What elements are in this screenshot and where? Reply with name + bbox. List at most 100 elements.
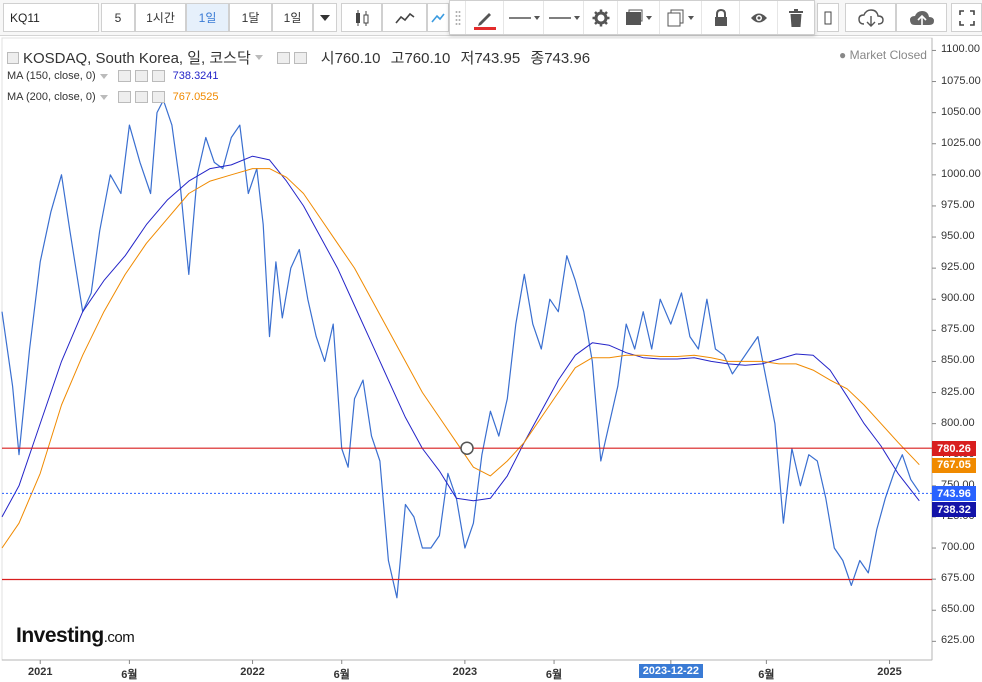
symbol-input[interactable]: KQ11 bbox=[3, 3, 99, 32]
line-style-icon bbox=[508, 15, 540, 20]
y-tick-label: 850.00 bbox=[941, 354, 975, 367]
interval-1m-button[interactable]: 1달 bbox=[229, 3, 272, 32]
series-layer bbox=[1, 99, 920, 599]
x-tick-label: 2023-12-22 bbox=[638, 664, 703, 678]
market-status: ● Market Closed bbox=[839, 48, 927, 62]
area-chart-icon bbox=[394, 12, 414, 24]
line-chart-button[interactable] bbox=[382, 3, 427, 32]
line-color-button[interactable] bbox=[466, 1, 504, 34]
y-tick-label: 925.00 bbox=[941, 261, 975, 274]
chevron-down-icon[interactable] bbox=[99, 73, 108, 79]
fullscreen-button[interactable] bbox=[951, 3, 982, 32]
x-tick-label: 2022 bbox=[240, 666, 265, 678]
close-value: 743.96 bbox=[544, 50, 591, 67]
fullscreen-icon bbox=[958, 9, 975, 26]
eye-toggle-icon[interactable] bbox=[117, 70, 131, 82]
line-width-icon bbox=[548, 15, 580, 20]
y-axis-ticks bbox=[932, 49, 936, 642]
settings-small-icon[interactable] bbox=[134, 91, 148, 103]
y-tick-label: 950.00 bbox=[941, 230, 975, 243]
bracket-icon bbox=[824, 11, 832, 24]
cloud-download-icon bbox=[857, 8, 884, 27]
price-tag: 738.32 bbox=[932, 502, 976, 518]
fill-button[interactable] bbox=[618, 1, 660, 34]
close-icon[interactable] bbox=[151, 91, 165, 103]
cloud-save-button[interactable] bbox=[896, 3, 947, 32]
collapse-icon[interactable] bbox=[7, 51, 19, 64]
open-key: 시 bbox=[320, 50, 335, 67]
investing-logo: Investing.com bbox=[16, 624, 135, 648]
settings-small-icon[interactable] bbox=[293, 51, 307, 64]
clone-button[interactable] bbox=[660, 1, 702, 34]
main-legend: KOSDAQ, South Korea, 일, 코스닥 시760.10 고760… bbox=[7, 47, 590, 68]
logo-suffix: .com bbox=[103, 629, 135, 646]
x-tick-label: 6월 bbox=[545, 669, 563, 681]
market-status-text: Market Closed bbox=[849, 48, 927, 62]
gear-icon bbox=[592, 9, 609, 26]
chevron-down-icon[interactable] bbox=[99, 94, 108, 100]
ma200-legend: MA (200, close, 0) 767.0525 bbox=[7, 91, 219, 103]
interval-custom-button[interactable]: 1일 bbox=[272, 3, 313, 32]
low-key: 저 bbox=[460, 50, 475, 67]
hidden-menu-button[interactable] bbox=[817, 3, 839, 32]
line-drag-handle[interactable] bbox=[460, 441, 474, 455]
y-tick-label: 650.00 bbox=[941, 603, 975, 616]
x-tick-label: 6월 bbox=[333, 669, 350, 681]
price-tag: 743.96 bbox=[932, 486, 976, 502]
drawing-properties-toolbar bbox=[449, 0, 815, 35]
ma200-value: 767.0525 bbox=[172, 91, 219, 103]
instrument-title: KOSDAQ, South Korea, 일, 코스닥 bbox=[23, 50, 251, 67]
eye-toggle-icon[interactable] bbox=[276, 51, 290, 64]
pencil-icon bbox=[473, 12, 496, 30]
interval-1d-button[interactable]: 1일 bbox=[186, 3, 229, 32]
settings-small-icon[interactable] bbox=[134, 70, 148, 82]
cloud-upload-icon bbox=[909, 10, 934, 25]
x-tick-label: 2023 bbox=[452, 666, 478, 678]
ohlc-values: 시760.10 고760.10 저743.95 종743.96 bbox=[321, 47, 590, 68]
y-tick-label: 875.00 bbox=[941, 323, 975, 336]
y-tick-label: 675.00 bbox=[941, 572, 975, 585]
close-icon[interactable] bbox=[151, 70, 165, 82]
compare-button[interactable] bbox=[427, 3, 449, 32]
ma200-label: MA (200, close, 0) bbox=[7, 91, 96, 103]
y-tick-label: 825.00 bbox=[941, 385, 975, 398]
ma150-label: MA (150, close, 0) bbox=[7, 70, 96, 82]
high-value: 760.10 bbox=[404, 50, 451, 67]
interval-dropdown-button[interactable] bbox=[313, 3, 337, 32]
x-tick-label: 2021 bbox=[27, 666, 53, 678]
x-tick-label: 6월 bbox=[758, 669, 775, 681]
y-tick-label: 1000.00 bbox=[941, 167, 981, 180]
line-style-button[interactable] bbox=[504, 1, 544, 34]
price-tag: 780.26 bbox=[932, 441, 976, 457]
price-tag: 767.05 bbox=[932, 457, 976, 473]
interval-1h-button[interactable]: 1시간 bbox=[135, 3, 186, 32]
y-tick-label: 975.00 bbox=[941, 198, 975, 211]
y-tick-label: 900.00 bbox=[941, 292, 975, 305]
logo-name: Investing bbox=[16, 624, 104, 647]
drag-handle[interactable] bbox=[450, 1, 466, 34]
copy-icon bbox=[667, 9, 694, 26]
settings-button[interactable] bbox=[584, 1, 618, 34]
y-tick-label: 1075.00 bbox=[941, 74, 981, 87]
open-value: 760.10 bbox=[334, 50, 381, 67]
trash-icon bbox=[789, 8, 803, 27]
fill-icon bbox=[625, 9, 652, 25]
y-tick-label: 1050.00 bbox=[941, 105, 981, 118]
delete-button[interactable] bbox=[778, 1, 814, 34]
price-line bbox=[1, 99, 920, 599]
lock-button[interactable] bbox=[702, 1, 740, 34]
y-tick-label: 1100.00 bbox=[941, 43, 980, 56]
interval-input[interactable]: 5 bbox=[101, 3, 135, 32]
x-tick-label: 2025 bbox=[877, 666, 902, 678]
ma150-line bbox=[1, 155, 920, 518]
visibility-button[interactable] bbox=[740, 1, 778, 34]
cloud-load-button[interactable] bbox=[845, 3, 896, 32]
x-axis-ticks bbox=[39, 660, 891, 664]
eye-toggle-icon[interactable] bbox=[117, 91, 131, 103]
y-tick-label: 1025.00 bbox=[941, 136, 981, 149]
chevron-down-icon[interactable] bbox=[254, 55, 263, 60]
line-width-button[interactable] bbox=[544, 1, 584, 34]
candles-button[interactable] bbox=[341, 3, 382, 32]
x-tick-label: 6월 bbox=[121, 669, 138, 681]
